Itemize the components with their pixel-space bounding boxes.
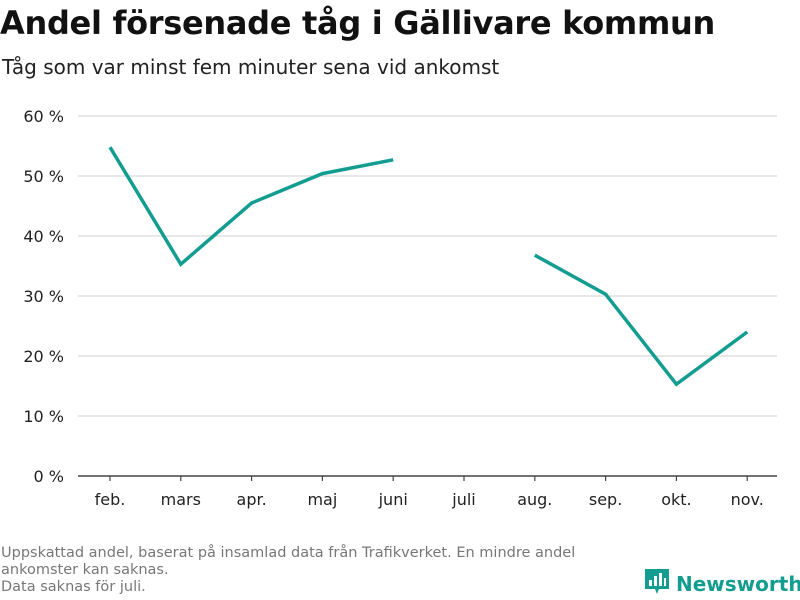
y-tick-label: 20 % <box>23 347 64 366</box>
x-tick-label: juni <box>378 490 408 509</box>
series-lines <box>108 146 749 387</box>
footnote-line: Uppskattad andel, baserat på insamlad da… <box>1 545 576 561</box>
brand-logo: Newsworthy <box>644 568 800 600</box>
y-tick-label: 10 % <box>23 407 64 426</box>
y-axis-tick-labels: 0 % 10 % 20 % 30 % 40 % 50 % 60 % <box>23 107 64 486</box>
footnote-line: ankomster kan saknas. <box>1 562 169 578</box>
x-tick-label: mars <box>161 490 201 509</box>
y-tick-label: 50 % <box>23 167 64 186</box>
y-tick-label: 0 % <box>34 467 64 486</box>
chart-title: Andel försenade tåg i Gällivare kommun <box>0 4 715 42</box>
x-tick-label: sep. <box>589 490 622 509</box>
line-chart: 0 % 10 % 20 % 30 % 40 % 50 % 60 % feb. mars apr.… <box>23 107 777 509</box>
x-tick-label: feb. <box>95 490 126 509</box>
gridlines <box>78 115 777 417</box>
bar-chart-logo-icon <box>644 568 670 600</box>
x-tick-label: juli <box>451 490 475 509</box>
x-tick-label: apr. <box>237 490 267 509</box>
series-line-segment <box>108 146 394 267</box>
series-line-segment <box>533 253 749 387</box>
x-axis: feb. mars apr. maj juni juli aug. sep. okt. nov. <box>78 475 777 509</box>
x-tick-label: okt. <box>661 490 691 509</box>
x-tick-label: aug. <box>517 490 552 509</box>
x-tick-label: maj <box>307 490 337 509</box>
x-tick-label: nov. <box>731 490 764 509</box>
y-tick-label: 30 % <box>23 287 64 306</box>
footnote: Uppskattad andel, baserat på insamlad da… <box>1 545 641 596</box>
chart-subtitle: Tåg som var minst fem minuter sena vid a… <box>2 55 500 79</box>
y-tick-label: 60 % <box>23 107 64 126</box>
footnote-line: Data saknas för juli. <box>1 579 146 595</box>
y-tick-label: 40 % <box>23 227 64 246</box>
brand-name: Newsworthy <box>676 572 800 596</box>
